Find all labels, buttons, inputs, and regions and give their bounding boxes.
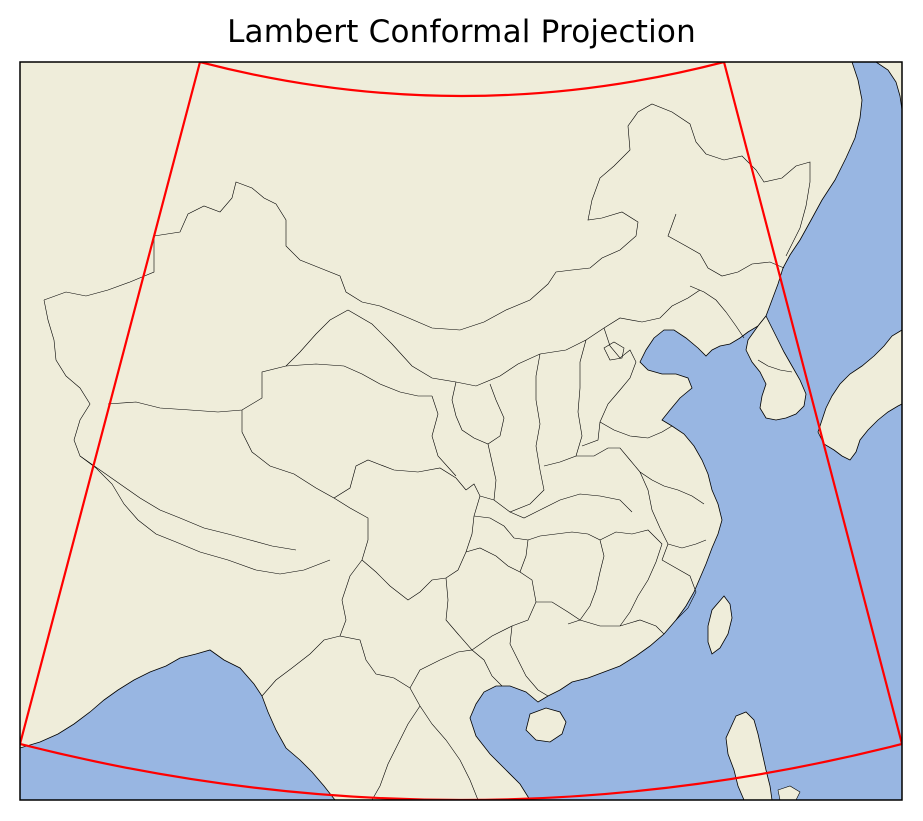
border-anhui [639,471,669,561]
boundary-left-edge [20,62,202,745]
philippines-islands [777,785,801,800]
border-beijing [603,341,625,361]
border-india-nepal [79,455,297,551]
border-hunan [527,531,605,625]
border-hebei [581,327,637,447]
border-jilin [689,285,745,339]
border-qinghai-gansu [431,395,457,477]
border-myanmar [261,635,341,697]
border-jiangsu [651,479,705,505]
border-gansu [451,381,505,445]
border-xinjiang-tibet [107,363,432,413]
internal-borders [43,103,811,800]
border-zhejiang [667,539,707,549]
border-xinjiang-west [43,299,331,575]
border-shandong [599,421,673,439]
taiwan-island [707,595,733,655]
border-xinjiang [43,236,155,301]
border-chongqing [473,515,529,573]
border-fujian [661,559,697,621]
far-east-coast [875,62,902,111]
hainan-island [525,707,567,743]
border-guangdong [536,601,665,635]
mainland-landmass [20,62,863,800]
border-tibet-qinghai [241,410,467,499]
boundary-right-edge [722,62,902,745]
border-jiangxi [599,529,663,627]
border-shaanxi [479,353,545,513]
border-mongolia-north [153,103,811,331]
border-liaoning [641,289,701,323]
border-shanxi [543,339,587,467]
boundary-top-arc [199,62,725,98]
border-guizhou [445,547,537,651]
border-hubei [509,493,633,519]
border-yunnan [339,559,503,689]
border-guangxi [509,625,549,697]
map-area [20,62,902,800]
border-north-south-korea [757,359,793,373]
map-title: Lambert Conformal Projection [227,14,696,50]
border-laos [371,705,421,800]
map-frame [19,61,903,801]
border-inner-mongolia-south [347,309,643,387]
border-ningxia-shaanxi [487,443,497,501]
border-xinjiang-gansu [285,309,349,367]
border-northeast [667,213,785,277]
border-sichuan-west [333,483,481,601]
korean-peninsula [745,315,807,421]
